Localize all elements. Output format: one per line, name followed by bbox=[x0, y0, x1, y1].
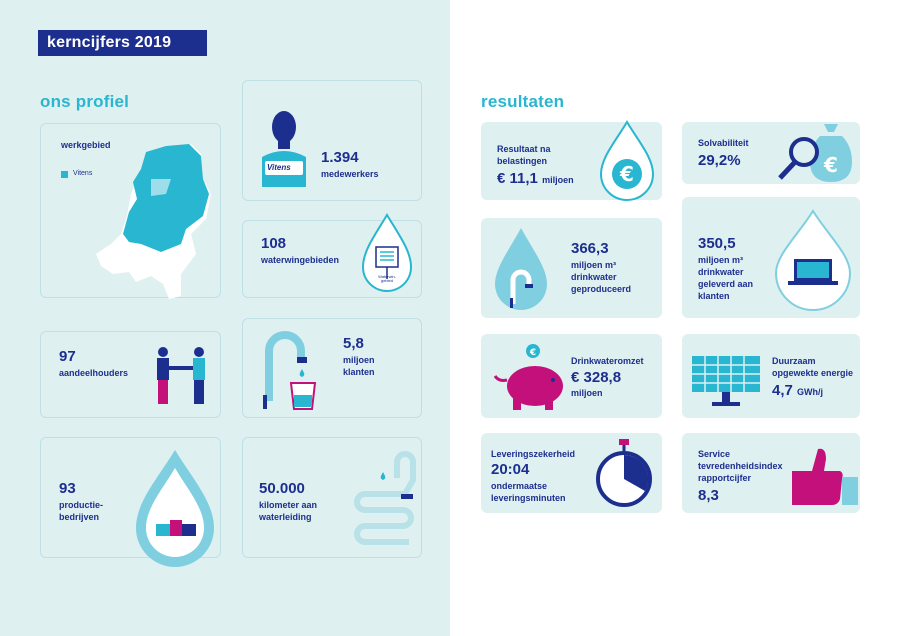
pipes-card: 50.000 kilometer aan waterleiding bbox=[242, 437, 422, 558]
handshake-icon bbox=[157, 347, 205, 404]
factory-drop-icon bbox=[136, 450, 214, 567]
employees-card: Vitens 1.394 medewerkers bbox=[242, 80, 422, 201]
wells-card: 108 waterwingebieden Waterwin-gebied bbox=[242, 213, 422, 298]
service-label-1: Service bbox=[698, 449, 731, 459]
wells-value: 108 bbox=[261, 235, 287, 252]
water-sign-drop-icon bbox=[361, 213, 413, 292]
energy-label-1: Duurzaam bbox=[772, 356, 816, 366]
produced-card: 366,3 miljoen m³ drinkwater geproduceerd bbox=[481, 218, 662, 318]
shareholders-card: 97 aandeelhouders bbox=[40, 331, 221, 418]
plants-label-1: productie- bbox=[59, 500, 103, 510]
reliability-label-3: leveringsminuten bbox=[491, 493, 566, 503]
solvency-label: Solvabiliteit bbox=[698, 138, 749, 148]
reliability-card: Leveringszekerheid 20:04 ondermaatse lev… bbox=[481, 433, 662, 513]
customers-label-2: klanten bbox=[343, 367, 375, 377]
delivered-card: 350,5 miljoen m³ drinkwater geleverd aan… bbox=[682, 197, 860, 318]
plants-label-2: bedrijven bbox=[59, 512, 100, 522]
service-label-2: tevredenheidsindex bbox=[698, 461, 783, 471]
produced-label-1: miljoen m³ bbox=[571, 260, 617, 270]
reliability-label-2: ondermaatse bbox=[491, 481, 548, 491]
reliability-value: 20:04 bbox=[491, 461, 530, 478]
energy-label-2: opgewekte energie bbox=[772, 368, 854, 378]
employees-label: medewerkers bbox=[321, 169, 379, 179]
employee-avatar-icon bbox=[262, 111, 306, 187]
revenue-label: Drinkwateromzet bbox=[571, 356, 644, 366]
delivered-label-1: miljoen m³ bbox=[698, 255, 744, 265]
tax-label-1: Resultaat na bbox=[497, 144, 551, 154]
produced-value: 366,3 bbox=[571, 240, 609, 257]
pipes-label-1: kilometer aan bbox=[259, 500, 318, 510]
pipes-label-2: waterleiding bbox=[259, 512, 312, 522]
tax-label-2: belastingen bbox=[497, 156, 548, 166]
employees-value: 1.394 bbox=[321, 149, 359, 166]
vitens-badge: Vitens bbox=[267, 163, 291, 172]
laptop-drop-icon bbox=[774, 209, 852, 311]
solar-panel-icon bbox=[692, 356, 760, 406]
revenue-unit: miljoen bbox=[571, 388, 603, 398]
production-card: 93 productie- bedrijven bbox=[40, 437, 221, 567]
shareholders-label: aandeelhouders bbox=[59, 368, 129, 378]
tax-value: € 11,1 bbox=[497, 170, 538, 187]
legend-swatch bbox=[61, 171, 68, 178]
revenue-value: € 328,8 bbox=[571, 369, 622, 386]
tap-drop-icon bbox=[495, 228, 547, 310]
delivered-label-2: drinkwater bbox=[698, 267, 744, 277]
energy-unit: GWh/j bbox=[797, 387, 824, 397]
results-heading: resultaten bbox=[481, 92, 565, 111]
map-label: werkgebied bbox=[61, 140, 111, 150]
produced-label-2: drinkwater bbox=[571, 272, 617, 282]
map-card: werkgebied Vitens bbox=[40, 123, 221, 299]
plants-value: 93 bbox=[59, 480, 76, 497]
profile-heading: ons profiel bbox=[40, 92, 130, 111]
stopwatch-icon bbox=[596, 439, 652, 507]
wells-label: waterwingebieden bbox=[261, 255, 340, 265]
svg-text:€: € bbox=[823, 153, 838, 177]
customers-card: 5,8 miljoen klanten bbox=[242, 318, 422, 418]
tap-cup-icon bbox=[263, 331, 317, 410]
svg-text:€: € bbox=[619, 162, 634, 186]
tax-unit: miljoen bbox=[542, 175, 574, 185]
energy-card: Duurzaam opgewekte energie 4,7 GWh/j bbox=[682, 334, 860, 418]
service-value: 8,3 bbox=[698, 487, 719, 504]
water-sign-label: Waterwin-gebied bbox=[378, 274, 396, 283]
page-title: kerncijfers 2019 bbox=[38, 30, 207, 56]
pipes-value: 50.000 bbox=[259, 480, 305, 497]
tax-card: Resultaat na belastingen € 11,1 miljoen … bbox=[481, 120, 662, 201]
energy-value: 4,7 bbox=[772, 382, 793, 399]
delivered-label-4: klanten bbox=[698, 291, 730, 301]
netherlands-map-icon bbox=[96, 144, 211, 299]
pipeline-icon bbox=[354, 451, 416, 545]
legend-label: Vitens bbox=[73, 170, 93, 177]
service-label-3: rapportcijfer bbox=[698, 473, 752, 483]
service-card: Service tevredenheidsindex rapportcijfer… bbox=[682, 433, 860, 513]
thumbs-up-icon bbox=[792, 448, 858, 505]
revenue-card: € Drinkwateromzet € 328,8 miljoen bbox=[481, 334, 662, 418]
money-bag-magnifier-icon: € bbox=[778, 124, 852, 182]
solvency-card: Solvabiliteit 29,2% € bbox=[682, 122, 860, 184]
produced-label-3: geproduceerd bbox=[571, 284, 632, 294]
customers-label-1: miljoen bbox=[343, 355, 375, 365]
solvency-value: 29,2% bbox=[698, 152, 741, 169]
delivered-label-3: geleverd aan bbox=[698, 279, 754, 289]
delivered-value: 350,5 bbox=[698, 235, 736, 252]
shareholders-value: 97 bbox=[59, 348, 76, 365]
svg-text:€: € bbox=[529, 348, 536, 358]
piggy-bank-icon: € bbox=[493, 344, 563, 410]
euro-drop-icon: € bbox=[599, 120, 655, 201]
customers-value: 5,8 bbox=[343, 335, 364, 352]
reliability-label: Leveringszekerheid bbox=[491, 449, 576, 459]
